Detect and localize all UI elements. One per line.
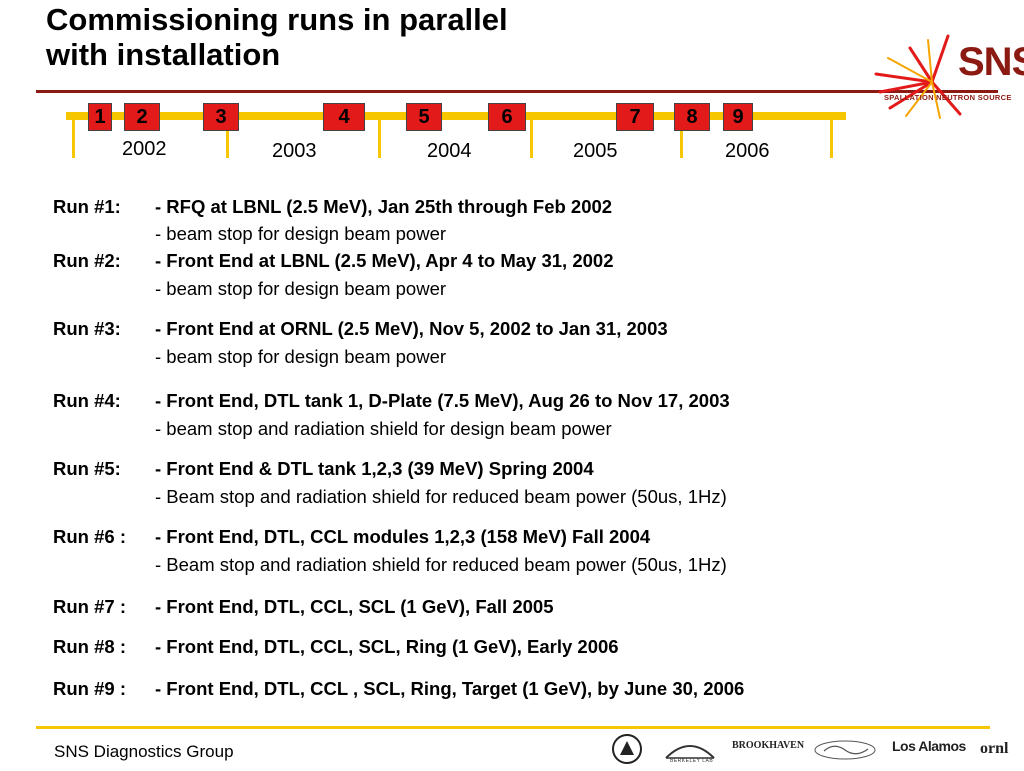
footer-divider	[36, 726, 990, 729]
timeline-tick	[72, 120, 75, 158]
sns-logo-subtitle: SPALLATION NEUTRON SOURCE	[884, 93, 1012, 102]
berkeley-lab-icon	[665, 745, 715, 759]
timeline-year: 2004	[427, 140, 472, 162]
run-label: Run #2:	[53, 250, 121, 271]
run-description: - Front End at ORNL (2.5 MeV), Nov 5, 20…	[155, 318, 668, 339]
timeline-tick	[530, 120, 533, 158]
run-marker-6: 6	[488, 103, 526, 131]
timeline-tick	[680, 120, 683, 158]
run-description: - Front End, DTL, CCL modules 1,2,3 (158…	[155, 526, 651, 547]
run-marker-4: 4	[323, 103, 365, 131]
run-description: - Front End, DTL, CCL, SCL (1 GeV), Fall…	[155, 596, 554, 617]
ornl-logo: ornl	[980, 740, 1009, 757]
run-description: - Front End, DTL tank 1, D-Plate (7.5 Me…	[155, 390, 730, 411]
run-label: Run #8 :	[53, 636, 126, 657]
run-description: - Front End, DTL, CCL , SCL, Ring, Targe…	[155, 678, 745, 699]
timeline-year: 2006	[725, 140, 770, 162]
run-marker-3: 3	[203, 103, 239, 131]
run-label: Run #1:	[53, 196, 121, 217]
jefferson-lab-logo-icon	[812, 738, 878, 767]
timeline-tick	[830, 120, 833, 158]
timeline-year: 2005	[573, 140, 618, 162]
run-marker-7: 7	[616, 103, 654, 131]
run-label: Run #5:	[53, 458, 121, 479]
run-detail: - Beam stop and radiation shield for red…	[155, 554, 727, 575]
run-detail: - beam stop for design beam power	[155, 346, 447, 367]
timeline-year: 2003	[272, 140, 317, 162]
argonne-logo-icon	[612, 732, 648, 768]
berkeley-lab-label: BERKELEY LAB	[670, 758, 714, 764]
slide-title: Commissioning runs in parallel with inst…	[46, 2, 508, 72]
run-description: - Front End, DTL, CCL, SCL, Ring (1 GeV)…	[155, 636, 619, 657]
run-label: Run #7 :	[53, 596, 126, 617]
run-label: Run #6 :	[53, 526, 126, 547]
run-marker-1: 1	[88, 103, 112, 131]
run-description: - RFQ at LBNL (2.5 MeV), Jan 25th throug…	[155, 196, 613, 217]
los-alamos-logo: Los Alamos	[892, 738, 966, 754]
header-divider	[36, 90, 998, 93]
timeline-tick	[226, 120, 229, 158]
run-detail: - beam stop for design beam power	[155, 223, 447, 244]
slide-title-line-1: Commissioning runs in parallel	[46, 2, 508, 37]
run-marker-2: 2	[124, 103, 160, 131]
run-marker-9: 9	[723, 103, 753, 131]
timeline-bar	[66, 112, 846, 120]
run-description: - Front End at LBNL (2.5 MeV), Apr 4 to …	[155, 250, 614, 271]
sns-logo	[870, 30, 1010, 120]
slide-title-line-2: with installation	[46, 37, 281, 72]
timeline-tick	[378, 120, 381, 158]
berkeley-lab-logo: BERKELEY LAB	[662, 736, 718, 771]
run-detail: - Beam stop and radiation shield for red…	[155, 486, 727, 507]
run-label: Run #3:	[53, 318, 121, 339]
run-marker-8: 8	[674, 103, 710, 131]
timeline-year: 2002	[122, 138, 167, 160]
run-label: Run #4:	[53, 390, 121, 411]
sns-starburst-icon	[874, 34, 962, 119]
run-label: Run #9 :	[53, 678, 126, 699]
footer-group-name: SNS Diagnostics Group	[54, 742, 234, 761]
run-detail: - beam stop and radiation shield for des…	[155, 418, 612, 439]
run-marker-5: 5	[406, 103, 442, 131]
lab-logos: BERKELEY LAB BROOKHAVEN Los Alamos ornl	[612, 732, 1024, 768]
run-detail: - beam stop for design beam power	[155, 278, 447, 299]
run-description: - Front End & DTL tank 1,2,3 (39 MeV) Sp…	[155, 458, 594, 479]
brookhaven-logo: BROOKHAVEN	[732, 740, 805, 751]
sns-logo-name: SNS	[958, 40, 1024, 84]
